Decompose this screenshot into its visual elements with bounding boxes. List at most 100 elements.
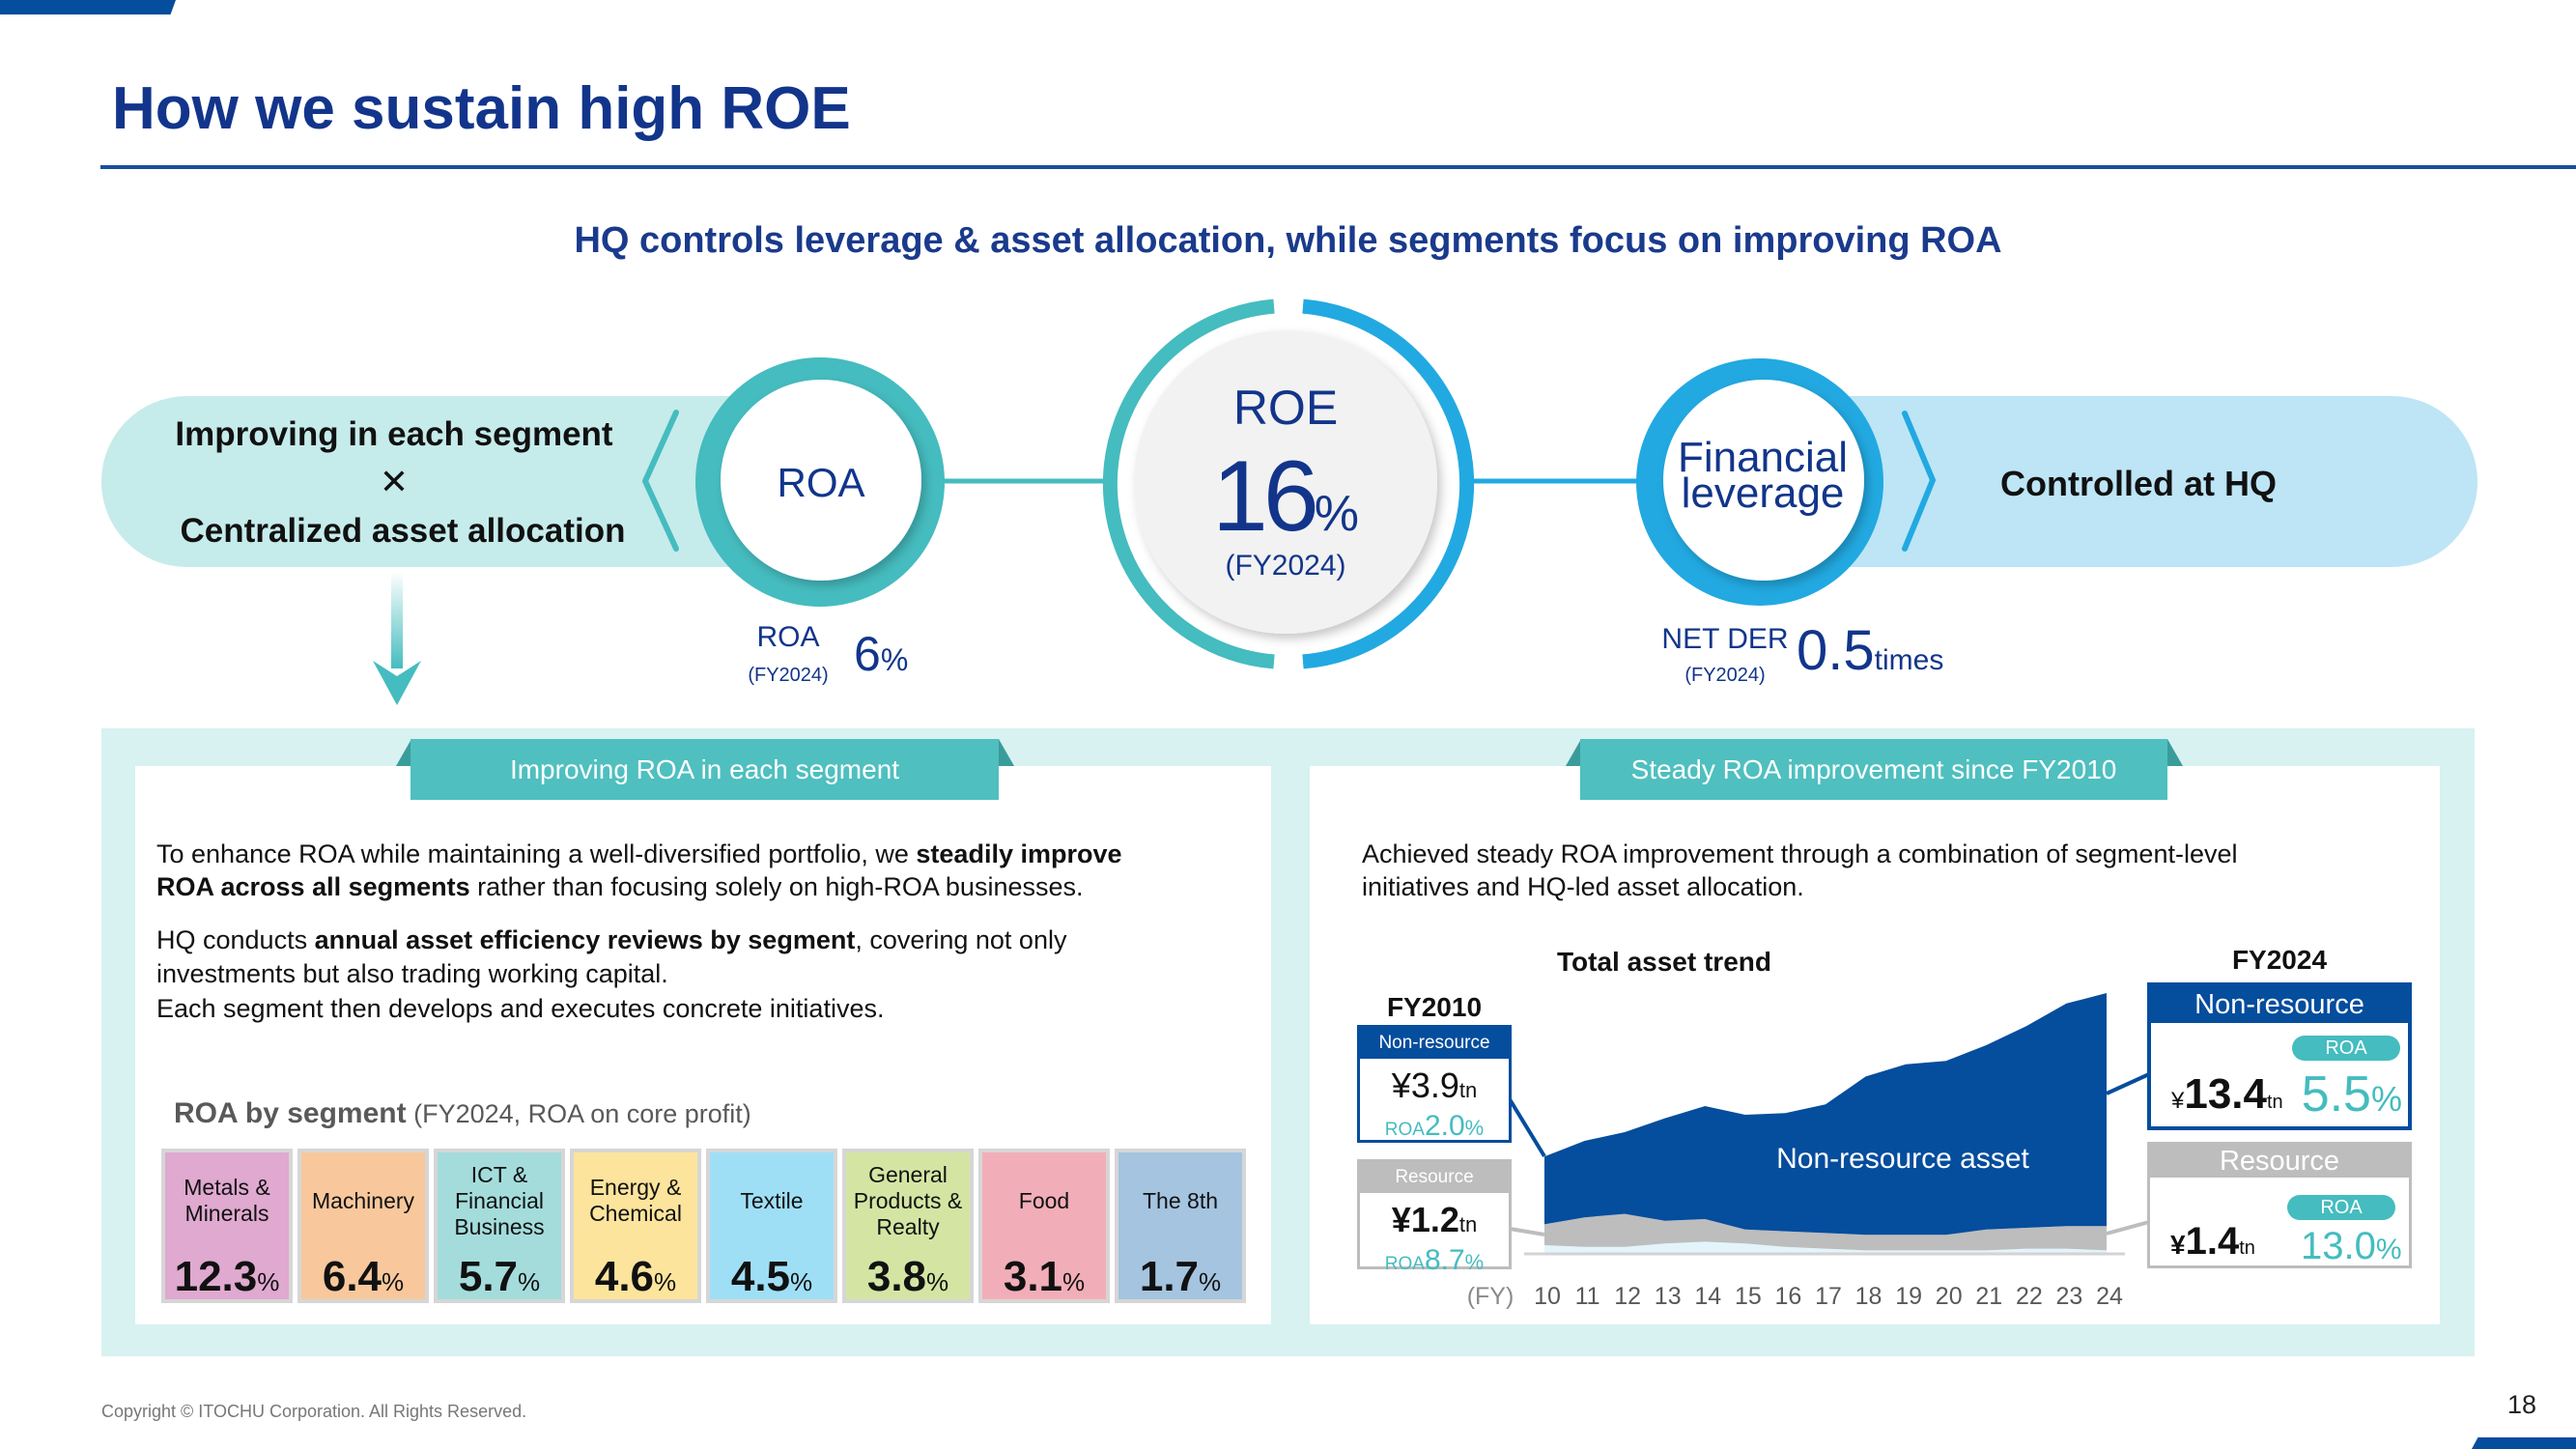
segment-card: ICT & Financial Business 5.7%: [434, 1149, 565, 1303]
roa-badge: ROA: [2292, 1036, 2400, 1061]
amount-value: 13.4: [2184, 1070, 2267, 1118]
callout-header: Non-resource: [1360, 1028, 1509, 1059]
fy2024-resource-connector: [2106, 1220, 2150, 1236]
left-paragraph-2-line-3: Each segment then develops and executes …: [156, 994, 885, 1023]
times-icon: ✕: [379, 463, 410, 502]
chart-title: Total asset trend: [1557, 947, 1771, 977]
net-der-period: (FY2024): [1684, 665, 1766, 686]
amount-value: 1.2: [1410, 1200, 1459, 1239]
callout-roa: ROA8.7%: [1360, 1244, 1509, 1281]
x-tick-label: 22: [2015, 1283, 2043, 1310]
currency: ¥: [1391, 1065, 1411, 1105]
page-subtitle: HQ controls leverage & asset allocation,…: [574, 220, 2002, 261]
roa-metric-unit: %: [880, 642, 909, 677]
fy2024-resource-callout: Resource ROA ¥1.4tn 13.0%: [2147, 1142, 2412, 1268]
roa-value: 2.0: [1424, 1110, 1465, 1142]
x-tick-label: 14: [1694, 1283, 1722, 1310]
leverage-circle: [1636, 358, 1883, 606]
leverage-label-line-1: Financial: [1677, 434, 1849, 481]
roe-period: (FY2024): [1225, 550, 1346, 582]
net-der-label: NET DER: [1661, 623, 1789, 655]
x-tick-label: 21: [1975, 1283, 2003, 1310]
net-der-value: 0.5times: [1797, 622, 1943, 690]
roa-metric-value: 6%: [854, 627, 908, 687]
segment-roa-number: 4.6: [594, 1253, 655, 1300]
segment-roa-value: 1.7%: [1118, 1253, 1242, 1306]
leverage-circle-face: [1663, 380, 1864, 581]
callout-amount: ¥3.9tn: [1360, 1066, 1509, 1110]
segment-roa-value: 3.1%: [982, 1253, 1106, 1306]
right-pill: [1787, 396, 2477, 567]
roa-unit: %: [2375, 1234, 2402, 1265]
segment-name: ICT & Financial Business: [454, 1161, 545, 1239]
percent-unit: %: [654, 1267, 677, 1296]
top-accent-bar: [0, 0, 176, 14]
roe-unit: %: [1314, 486, 1359, 542]
roa-label: ROA: [1384, 1120, 1425, 1140]
segment-roa-number: 12.3: [174, 1253, 258, 1300]
right-card-tab: Steady ROA improvement since FY2010: [1580, 739, 2167, 800]
text-run: rather than focusing solely on high-ROA …: [469, 872, 1084, 901]
area-series-non-resource-asset: [1544, 993, 2107, 1236]
percent-unit: %: [518, 1267, 541, 1296]
amount-value: 1.4: [2185, 1220, 2240, 1263]
right-chevron-icon: [1902, 411, 1936, 552]
roa-unit: %: [2370, 1079, 2402, 1119]
fy2010-resource-callout: Resource ¥1.2tn ROA8.7%: [1357, 1159, 1512, 1276]
segment-name: Food: [1018, 1187, 1070, 1213]
currency: ¥: [1391, 1200, 1411, 1239]
percent-unit: %: [1062, 1267, 1086, 1296]
left-paragraph-2-line-1: HQ conducts annual asset efficiency revi…: [156, 923, 1066, 957]
left-pill-line-1: Improving in each segment: [175, 415, 613, 453]
callout-amount: ¥1.2tn: [1360, 1201, 1509, 1244]
segment-name: The 8th: [1143, 1187, 1218, 1213]
leverage-label-line-2: leverage: [1681, 469, 1845, 517]
currency: ¥: [2170, 1230, 2186, 1260]
left-pill-line-2: Centralized asset allocation: [180, 512, 626, 550]
bottom-accent-bar: [2472, 1437, 2576, 1449]
roe-ring-right-arc: [1302, 298, 1475, 669]
segment-card: Energy & Chemical 4.6%: [570, 1149, 701, 1303]
callout-roa: ROA2.0%: [1360, 1110, 1509, 1147]
fy2010-non-resource-connector: [1508, 1097, 1546, 1158]
segment-name: General Products & Realty: [853, 1161, 963, 1239]
x-tick-label: 19: [1895, 1283, 1923, 1310]
x-tick-label: 18: [1854, 1283, 1882, 1310]
roa-by-segment-heading: ROA by segment (FY2024, ROA on core prof…: [174, 1096, 751, 1136]
segment-roa-value: 3.8%: [846, 1253, 970, 1306]
segment-roa-number: 3.8: [866, 1253, 927, 1300]
segment-name: Textile: [740, 1187, 804, 1213]
segment-name: Energy & Chemical: [589, 1175, 682, 1226]
percent-unit: %: [257, 1267, 280, 1296]
x-tick-label: 20: [1935, 1283, 1963, 1310]
amount-unit: tn: [2267, 1092, 2283, 1113]
percent-unit: %: [790, 1267, 813, 1296]
roe-label: ROE: [1232, 381, 1339, 435]
roe-diagram: [101, 298, 2477, 705]
x-axis-label: (FY): [1466, 1283, 1514, 1310]
fy2024-label: FY2024: [2231, 945, 2328, 975]
roe-number: 16: [1212, 440, 1319, 553]
area-series-unlabeled: [1544, 1241, 2107, 1254]
fy2024-non-resource-connector: [2106, 1072, 2150, 1095]
roa-value: 5.5: [2301, 1066, 2371, 1122]
x-tick-label: 24: [2096, 1283, 2123, 1310]
callout-header: Non-resource: [2151, 986, 2408, 1023]
segment-roa-number: 5.7: [458, 1253, 519, 1300]
left-pill: [101, 396, 773, 567]
right-text-line-2: initiatives and HQ-led asset allocation.: [1362, 872, 1804, 901]
fy2024-non-resource-callout: Non-resource ROA ¥13.4tn 5.5%: [2147, 982, 2412, 1130]
segment-roa-number: 3.1: [1003, 1253, 1063, 1300]
segment-roa-value: 6.4%: [301, 1253, 425, 1306]
segment-card: The 8th 1.7%: [1115, 1149, 1246, 1303]
area-series-resource: [1544, 1213, 2107, 1251]
segment-roa-number: 4.5: [730, 1253, 791, 1300]
segment-card: Food 3.1%: [978, 1149, 1110, 1303]
x-tick-label: 16: [1774, 1283, 1802, 1310]
segment-card: Machinery 6.4%: [297, 1149, 429, 1303]
roa-metric-label: ROA: [756, 621, 820, 653]
roa-metric-period: (FY2024): [748, 665, 829, 686]
chart-area-label: Non-resource asset: [1776, 1143, 2029, 1175]
amount-unit: tn: [2239, 1237, 2255, 1259]
segment-roa-value: 4.6%: [574, 1253, 697, 1306]
